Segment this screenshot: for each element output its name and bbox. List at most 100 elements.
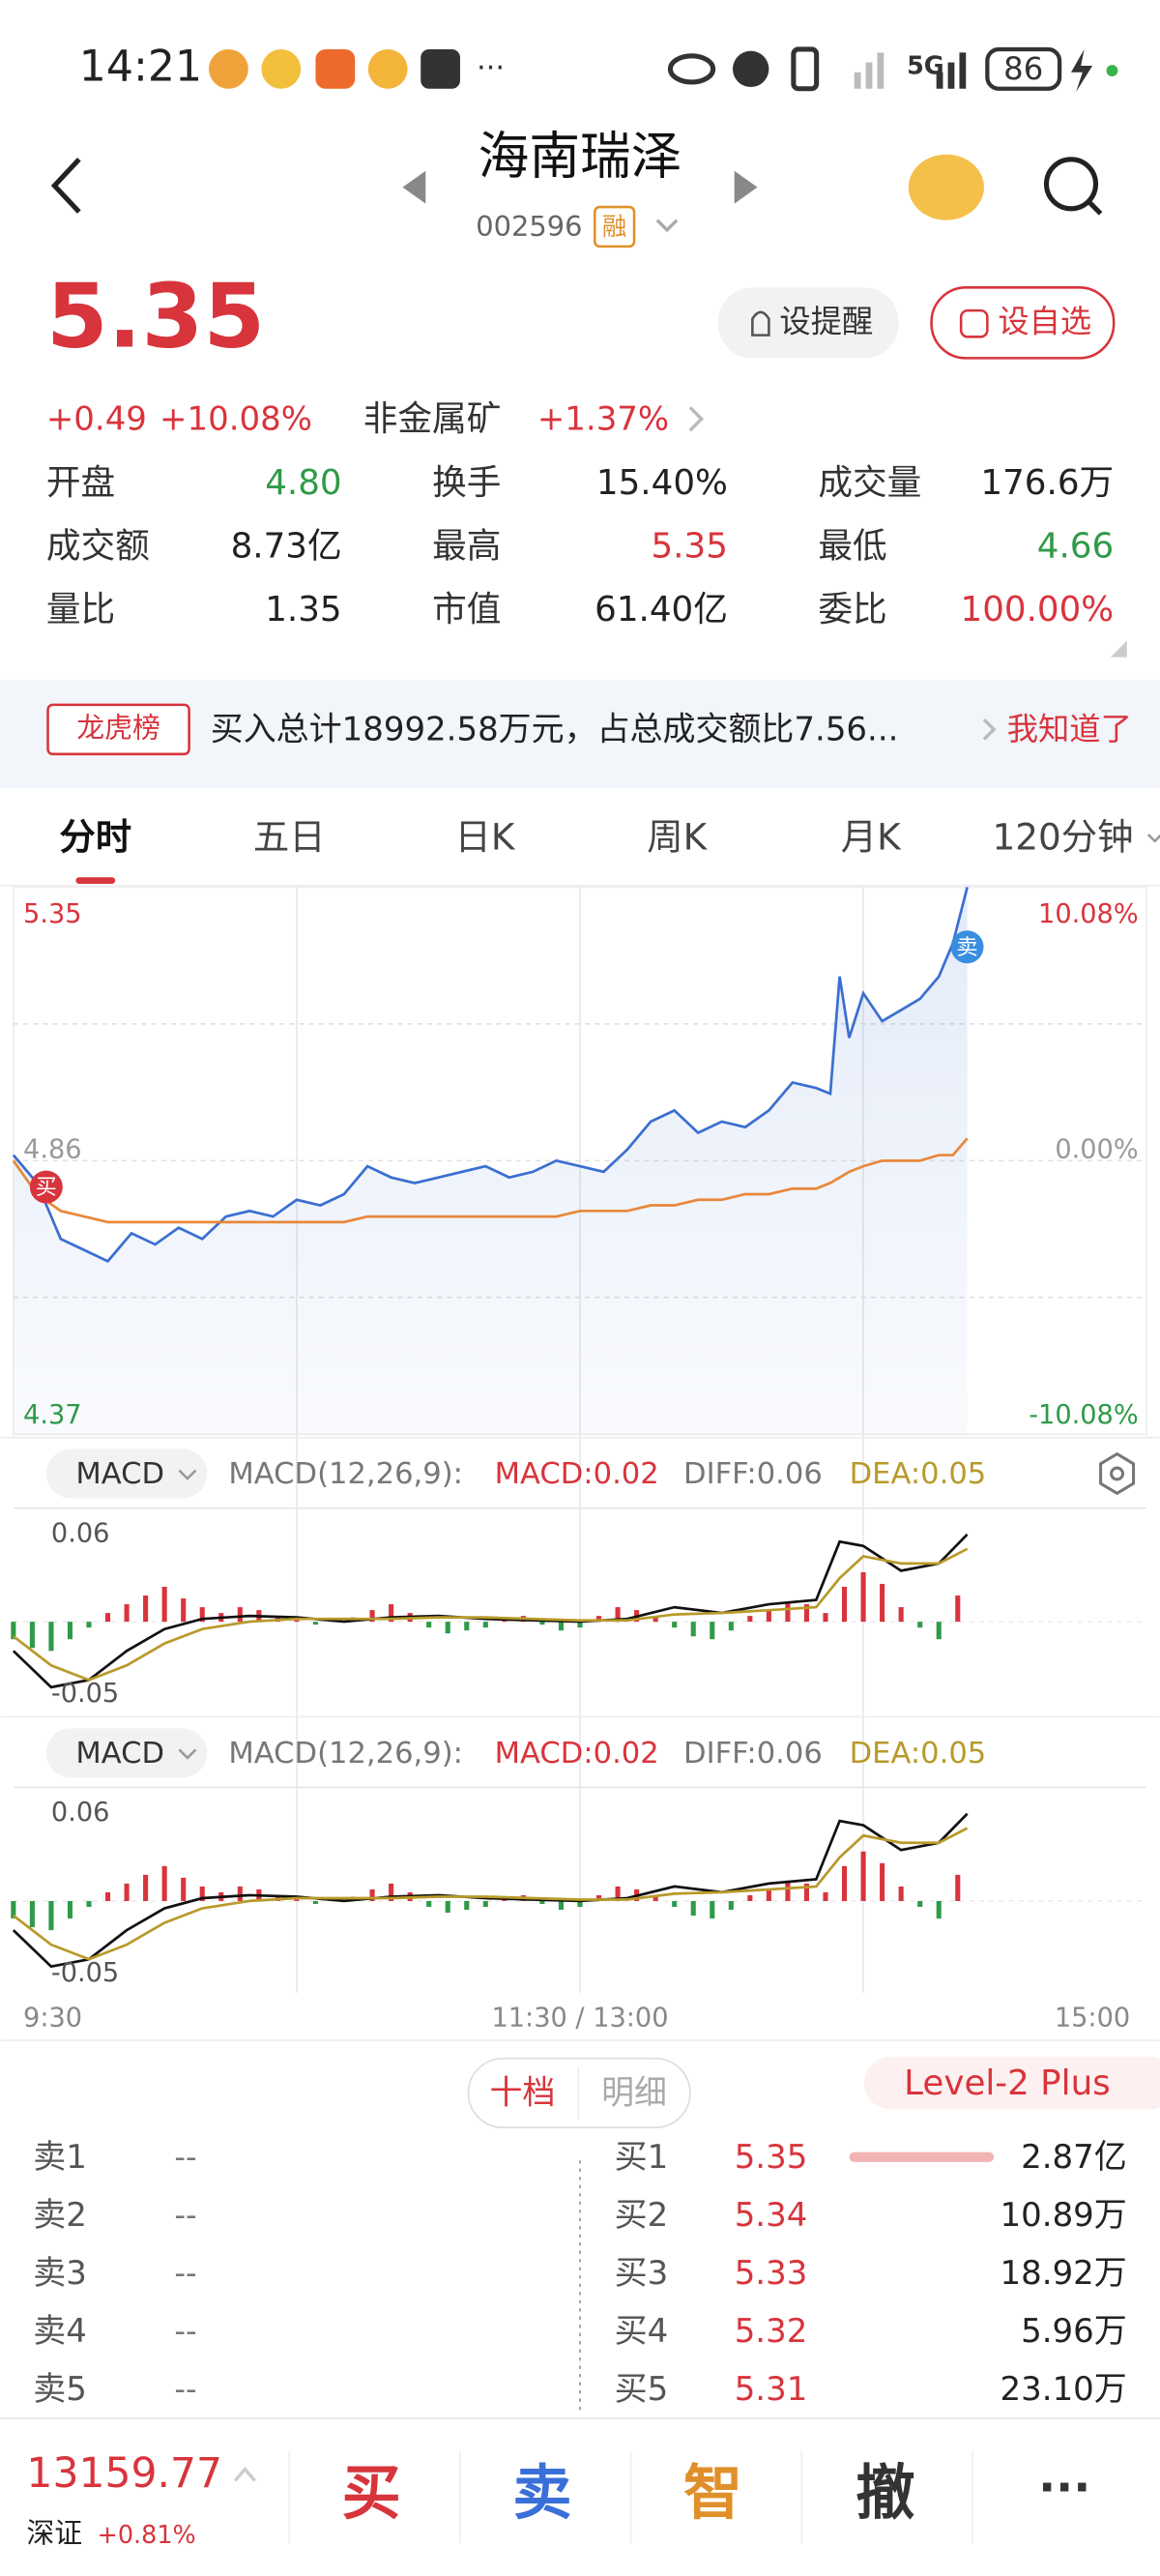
next-stock[interactable] [734, 170, 758, 204]
histogram-bar [445, 1622, 450, 1634]
y-tick-label: 0.06 [51, 1798, 110, 1828]
search-button[interactable] [1043, 157, 1099, 212]
stat-label: 最低 [818, 527, 886, 567]
histogram-bar [426, 1622, 432, 1628]
stat-value: 61.40亿 [594, 590, 728, 629]
histogram-bar [558, 1900, 565, 1911]
alert-button[interactable] [717, 287, 899, 359]
macd-panel: MACD MACD(12,26,9): MACD:0.02 DIFF:0.06 DEA:… [0, 1715, 1160, 1988]
stat-value: 4.66 [1037, 527, 1114, 567]
histogram-bar [672, 1622, 678, 1628]
histogram-bar [728, 1622, 734, 1631]
expand-corner[interactable] [1110, 640, 1127, 658]
indicator-dropdown[interactable] [45, 1449, 208, 1499]
histogram-bar [766, 1610, 771, 1623]
indicator-dropdown[interactable] [45, 1728, 208, 1778]
histogram-bar [710, 1900, 715, 1919]
histogram-bar [464, 1622, 470, 1631]
stat-value: 8.73亿 [231, 527, 342, 567]
ask-price: -- [174, 2138, 196, 2175]
histogram-bar [823, 1891, 828, 1901]
sector[interactable]: 非金属矿 [363, 399, 502, 439]
watch-label[interactable]: 设自选 [998, 304, 1091, 340]
histogram-bar [841, 1865, 848, 1901]
histogram-bar [29, 1622, 35, 1649]
histogram-bar [652, 1616, 658, 1623]
histogram-bar [803, 1883, 810, 1901]
book-tab[interactable]: 明细 [601, 2074, 667, 2113]
change-pct: +10.08% [160, 399, 312, 438]
tab[interactable]: 分时 [59, 816, 131, 859]
index-value[interactable]: 13159.77 [26, 2450, 222, 2498]
banner-text[interactable]: 买入总计18992.58万元，占总成交额比7.56... [211, 711, 899, 749]
histogram-bar [369, 1610, 375, 1623]
tab[interactable]: 周K [647, 816, 708, 859]
level2-label[interactable]: Level-2 Plus [904, 2064, 1111, 2103]
price: 5.35 [46, 264, 265, 367]
stock-tag: 融 [602, 213, 626, 242]
action-button[interactable]: 卖 [512, 2459, 571, 2528]
indicator-reading: MACD:0.02 [495, 1737, 659, 1771]
ask-label: 卖2 [33, 2196, 87, 2235]
y2-tick-label: -10.08% [1029, 1400, 1138, 1430]
trade-marker [29, 1170, 63, 1204]
histogram-bar [464, 1900, 470, 1911]
y-tick-label: -0.05 [51, 1958, 119, 1988]
indicator-reading: MACD:0.02 [495, 1457, 659, 1491]
tab-indicator [75, 877, 116, 885]
histogram-bar [595, 1894, 602, 1901]
macd-panel: MACD MACD(12,26,9): MACD:0.02 DIFF:0.06 DEA:… [0, 1436, 1160, 1709]
banner-action[interactable]: 我知道了 [1007, 711, 1132, 747]
histogram-bar [898, 1607, 904, 1623]
book-tab[interactable]: 十档 [490, 2074, 556, 2113]
svg-text:···: ··· [477, 51, 505, 85]
mascot[interactable] [908, 154, 984, 220]
action-button[interactable]: 智 [683, 2459, 742, 2528]
ask-price: -- [174, 2370, 196, 2407]
search-handle [1087, 200, 1103, 216]
back-button[interactable] [50, 158, 81, 214]
histogram-bar [86, 1900, 92, 1907]
tabs: 分时 五日 日K 周K 月K 120分钟 [59, 816, 1133, 859]
indicator-name[interactable]: MACD [75, 1457, 164, 1491]
histogram-bar [936, 1900, 942, 1919]
tab[interactable]: 120分钟 [992, 816, 1133, 859]
y-tick-label: 4.86 [23, 1135, 82, 1165]
histogram-bar [482, 1900, 488, 1907]
banner-tag: 龙虎榜 [76, 711, 160, 744]
histogram-bar [823, 1613, 828, 1623]
alert-label[interactable]: 设提醒 [779, 304, 873, 340]
ask-label: 卖5 [33, 2370, 87, 2409]
stock-name: 海南瑞泽 [478, 127, 682, 186]
histogram-bar [785, 1601, 791, 1623]
histogram-bar [577, 1622, 583, 1628]
tab[interactable]: 月K [841, 816, 902, 859]
stock-code: 002596 [476, 210, 582, 243]
action-button[interactable]: 买 [342, 2459, 401, 2528]
histogram-bar [690, 1900, 696, 1917]
histogram-bar [880, 1862, 885, 1901]
histogram-bar [11, 1622, 16, 1640]
histogram-bar [237, 1886, 243, 1901]
histogram-bar [11, 1900, 16, 1919]
more-button[interactable]: ··· [1038, 2462, 1090, 2515]
settings-icon[interactable] [1099, 1451, 1136, 1496]
histogram-bar [482, 1622, 488, 1628]
histogram-bar [577, 1900, 583, 1907]
indicator-name[interactable]: MACD [75, 1737, 164, 1771]
bid-depth-bar [849, 2152, 995, 2162]
level2-badge[interactable] [863, 2057, 1160, 2110]
watch-button[interactable] [930, 286, 1116, 360]
status-battery: 86 [1003, 50, 1043, 87]
prev-stock[interactable] [402, 170, 426, 204]
x-tick-label: 9:30 [23, 2004, 82, 2034]
tab[interactable]: 五日 [253, 816, 326, 859]
tab-more[interactable] [1146, 834, 1160, 843]
histogram-bar [539, 1622, 545, 1625]
tab[interactable]: 日K [455, 816, 516, 859]
action-button[interactable]: 撤 [856, 2459, 914, 2528]
histogram-bar [860, 1571, 866, 1623]
code-dropdown[interactable] [655, 219, 679, 233]
histogram-bar [124, 1604, 130, 1623]
